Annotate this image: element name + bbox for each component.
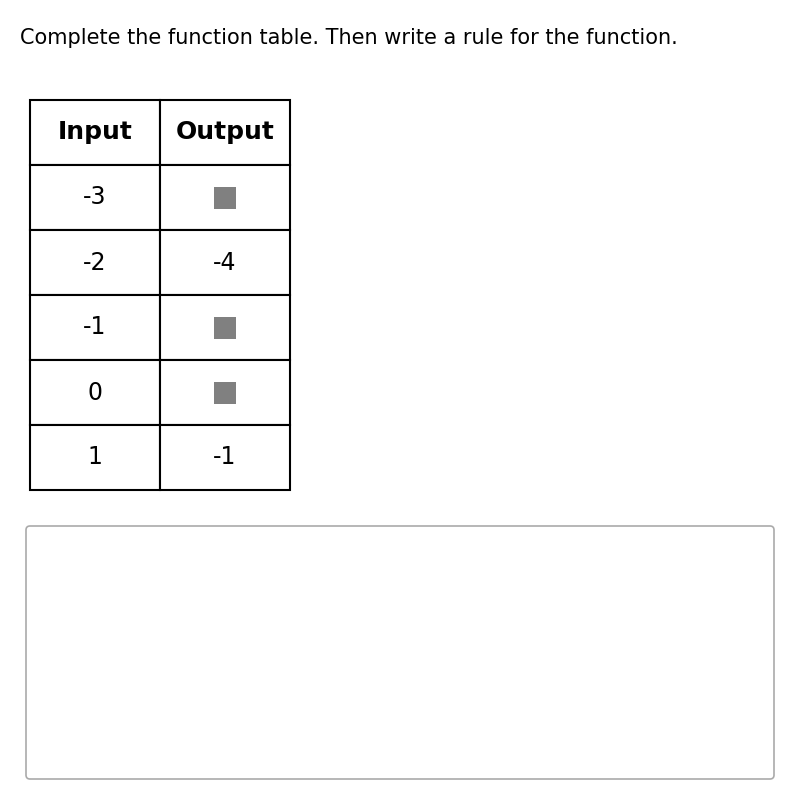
- Text: -1: -1: [214, 445, 237, 469]
- Text: -4: -4: [214, 251, 237, 275]
- Text: -3: -3: [83, 186, 106, 210]
- Bar: [30, 100, 160, 165]
- Text: 0: 0: [87, 380, 102, 405]
- Bar: [30, 425, 160, 490]
- Text: Output: Output: [175, 120, 274, 144]
- Bar: [214, 381, 236, 404]
- Bar: [160, 360, 290, 425]
- Bar: [160, 295, 290, 360]
- Bar: [160, 165, 290, 230]
- Bar: [214, 187, 236, 208]
- Bar: [214, 316, 236, 339]
- Bar: [160, 425, 290, 490]
- Bar: [30, 295, 160, 360]
- Text: -1: -1: [83, 316, 106, 340]
- FancyBboxPatch shape: [26, 526, 774, 779]
- Bar: [30, 360, 160, 425]
- Bar: [30, 230, 160, 295]
- Text: 1: 1: [87, 445, 102, 469]
- Bar: [160, 100, 290, 165]
- Text: Complete the function table. Then write a rule for the function.: Complete the function table. Then write …: [20, 28, 678, 48]
- Bar: [160, 230, 290, 295]
- Bar: [30, 165, 160, 230]
- Text: Input: Input: [58, 120, 133, 144]
- Text: -2: -2: [83, 251, 106, 275]
